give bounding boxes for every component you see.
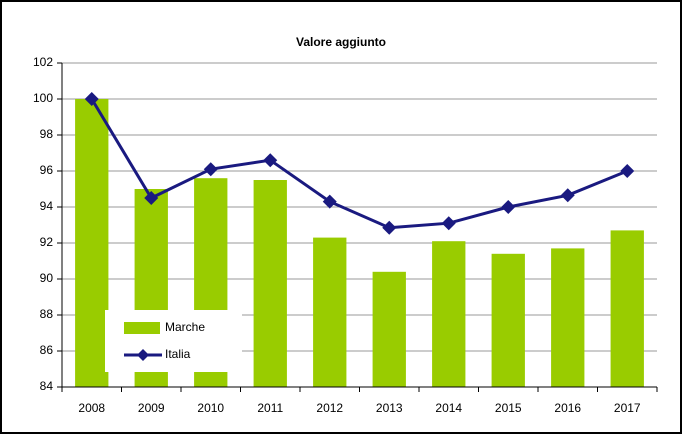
marker xyxy=(441,216,456,231)
x-tick-label: 2015 xyxy=(495,401,522,415)
marker xyxy=(203,162,218,177)
x-tick-label: 2014 xyxy=(435,401,462,415)
y-tick-label: 98 xyxy=(40,127,54,141)
y-tick-label: 88 xyxy=(40,307,54,321)
marker xyxy=(382,220,397,235)
y-tick-label: 92 xyxy=(40,235,54,249)
y-tick-label: 96 xyxy=(40,163,54,177)
legend-box xyxy=(105,310,242,372)
x-tick-label: 2017 xyxy=(614,401,641,415)
marker xyxy=(620,164,635,178)
legend-marker xyxy=(137,349,149,361)
marker xyxy=(263,153,278,168)
legend-swatch xyxy=(124,322,160,334)
bar xyxy=(551,248,585,387)
y-tick-label: 100 xyxy=(33,91,53,105)
x-tick-label: 2013 xyxy=(376,401,403,415)
marker xyxy=(501,200,516,214)
marker xyxy=(84,92,99,106)
bar xyxy=(432,241,466,387)
bar xyxy=(372,271,406,387)
y-tick-label: 102 xyxy=(33,55,53,69)
x-tick-label: 2010 xyxy=(197,401,224,415)
bar xyxy=(313,237,347,387)
marker xyxy=(560,188,575,203)
line xyxy=(90,98,628,230)
bar xyxy=(75,99,109,387)
legend-label: Italia xyxy=(165,347,191,361)
x-tick-label: 2008 xyxy=(78,401,105,415)
y-tick-label: 86 xyxy=(40,343,54,357)
bar xyxy=(253,180,287,387)
marker xyxy=(144,191,159,205)
x-tick-label: 2011 xyxy=(257,401,283,415)
y-tick-label: 94 xyxy=(40,199,54,213)
y-tick-label: 84 xyxy=(40,379,54,393)
x-tick-label: 2012 xyxy=(316,401,343,415)
x-tick-label: 2016 xyxy=(554,401,581,415)
bar xyxy=(491,253,525,387)
x-tick-label: 2009 xyxy=(138,401,165,415)
chart-title: Valore aggiunto xyxy=(296,35,386,49)
y-tick-label: 90 xyxy=(40,271,54,285)
legend-label: Marche xyxy=(165,320,205,334)
bar xyxy=(610,230,644,387)
marker xyxy=(322,194,337,209)
